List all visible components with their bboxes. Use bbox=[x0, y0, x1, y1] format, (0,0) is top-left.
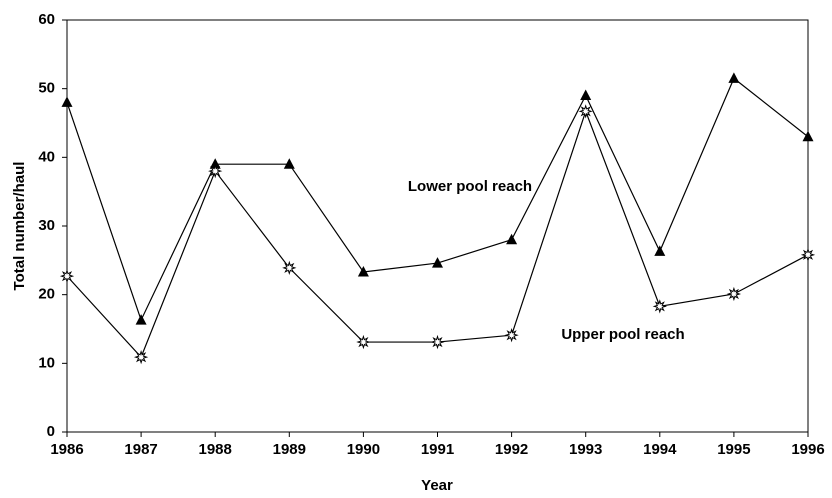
series-annotation: Lower pool reach bbox=[408, 178, 532, 195]
star-marker bbox=[578, 104, 593, 119]
x-tick-label: 1987 bbox=[124, 441, 157, 458]
triangle-marker bbox=[506, 233, 518, 245]
triangle-marker bbox=[728, 72, 740, 83]
star-marker bbox=[282, 260, 297, 276]
series-line bbox=[66, 109, 809, 359]
x-tick-label: 1996 bbox=[791, 441, 824, 458]
y-tick-label: 10 bbox=[38, 354, 55, 371]
x-tick-label: 1986 bbox=[50, 441, 83, 458]
x-tick-label: 1993 bbox=[569, 441, 602, 458]
y-tick-label: 0 bbox=[47, 423, 55, 440]
y-tick-label: 50 bbox=[38, 80, 55, 97]
y-tick-label: 30 bbox=[38, 217, 55, 234]
triangle-marker bbox=[432, 257, 443, 268]
star-marker bbox=[133, 350, 149, 365]
star-marker bbox=[59, 268, 75, 284]
triangle-marker bbox=[135, 314, 147, 325]
triangle-marker bbox=[61, 96, 73, 107]
x-axis-title: Year bbox=[421, 477, 453, 494]
star-marker bbox=[504, 328, 519, 343]
series-annotation: Upper pool reach bbox=[561, 326, 684, 343]
x-tick-label: 1994 bbox=[643, 441, 677, 458]
y-tick-label: 40 bbox=[38, 148, 55, 165]
triangle-marker bbox=[283, 158, 295, 169]
y-tick-label: 20 bbox=[38, 286, 55, 303]
triangle-marker bbox=[654, 245, 666, 256]
star-marker bbox=[356, 334, 371, 350]
triangle-marker bbox=[802, 130, 814, 142]
x-tick-label: 1992 bbox=[495, 441, 528, 458]
x-tick-label: 1991 bbox=[421, 441, 454, 458]
triangle-marker bbox=[357, 266, 369, 277]
triangle-marker bbox=[580, 89, 592, 101]
star-marker bbox=[430, 334, 445, 350]
star-marker bbox=[208, 163, 223, 179]
y-axis-title: Total number/haul bbox=[11, 162, 28, 291]
plot-frame bbox=[66, 19, 809, 433]
star-marker bbox=[800, 247, 816, 262]
x-tick-label: 1989 bbox=[273, 441, 306, 458]
triangle-marker bbox=[209, 158, 221, 169]
y-tick-label: 60 bbox=[38, 11, 55, 28]
x-tick-label: 1995 bbox=[717, 441, 750, 458]
star-marker bbox=[652, 299, 667, 314]
x-tick-label: 1990 bbox=[347, 441, 380, 458]
x-tick-label: 1988 bbox=[199, 441, 232, 458]
series-line bbox=[66, 77, 809, 322]
star-marker bbox=[726, 286, 742, 302]
